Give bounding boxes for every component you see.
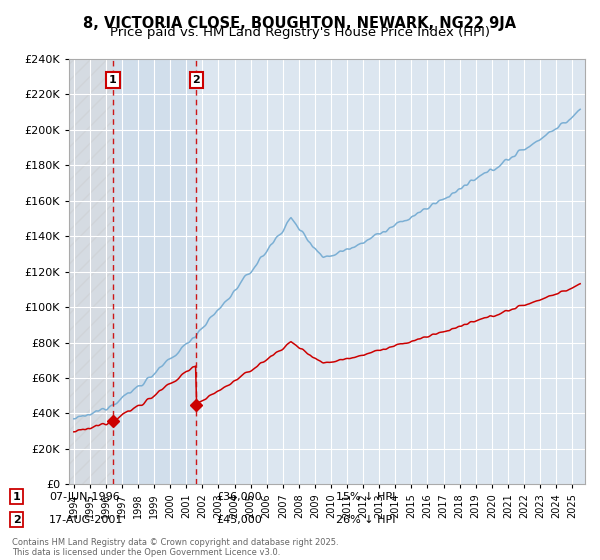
Text: 17-AUG-2001: 17-AUG-2001 <box>49 515 124 525</box>
Text: 15% ↓ HPI: 15% ↓ HPI <box>336 492 395 502</box>
Text: 26% ↓ HPI: 26% ↓ HPI <box>336 515 395 525</box>
Bar <box>113 59 196 484</box>
Text: 2: 2 <box>13 515 20 525</box>
Text: 07-JUN-1996: 07-JUN-1996 <box>49 492 120 502</box>
Text: 8, VICTORIA CLOSE, BOUGHTON, NEWARK, NG22 9JA: 8, VICTORIA CLOSE, BOUGHTON, NEWARK, NG2… <box>83 16 517 31</box>
Text: 1: 1 <box>13 492 20 502</box>
Text: Contains HM Land Registry data © Crown copyright and database right 2025.
This d: Contains HM Land Registry data © Crown c… <box>12 538 338 557</box>
Text: 2: 2 <box>193 75 200 85</box>
Bar <box>69 59 113 484</box>
Text: £45,000: £45,000 <box>216 515 262 525</box>
Text: 1: 1 <box>109 75 117 85</box>
Text: Price paid vs. HM Land Registry's House Price Index (HPI): Price paid vs. HM Land Registry's House … <box>110 26 490 39</box>
Text: £36,000: £36,000 <box>216 492 262 502</box>
